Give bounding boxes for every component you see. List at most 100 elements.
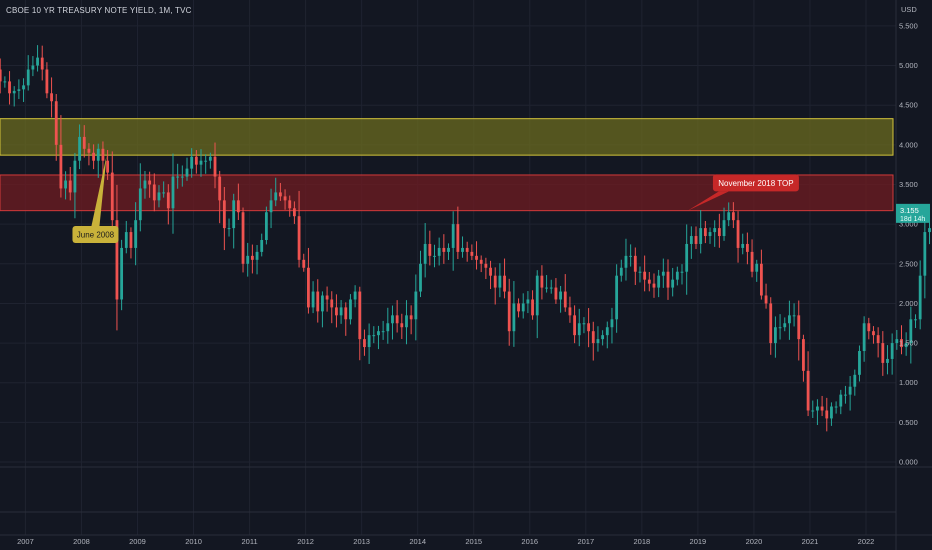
- june-2008-callout[interactable]: June 2008: [72, 155, 119, 243]
- candle: [428, 230, 432, 266]
- candle-body: [727, 212, 731, 221]
- candle: [629, 244, 633, 267]
- candle: [204, 154, 208, 174]
- candle-body: [811, 410, 815, 412]
- candle: [731, 202, 735, 229]
- candle: [180, 165, 184, 187]
- callout-box: [72, 225, 119, 243]
- candle: [419, 250, 422, 298]
- candle-body: [377, 331, 380, 336]
- candle: [293, 201, 296, 224]
- candle: [820, 395, 824, 417]
- candle-body: [722, 220, 726, 237]
- candle-body: [246, 255, 250, 264]
- candle: [764, 283, 768, 309]
- candle: [563, 274, 567, 312]
- x-tick-label: 2014: [409, 537, 426, 546]
- candle-body: [442, 247, 446, 252]
- candle: [330, 291, 334, 324]
- candle-body: [783, 323, 787, 328]
- candle-body: [428, 243, 432, 256]
- candle-body: [605, 327, 609, 336]
- x-tick-label: 2019: [690, 537, 707, 546]
- candle: [675, 266, 679, 286]
- y-tick-label: 0.500: [899, 418, 918, 427]
- candle-body: [858, 351, 861, 375]
- candle-body: [881, 343, 885, 363]
- candle: [568, 296, 572, 323]
- candle: [741, 233, 745, 255]
- candle: [619, 259, 623, 282]
- candle: [451, 211, 455, 271]
- candle: [190, 148, 194, 178]
- candle-body: [363, 339, 366, 348]
- candle-body: [302, 259, 306, 268]
- candle-body: [545, 287, 548, 289]
- candle-body: [633, 255, 637, 272]
- candle-body: [110, 172, 114, 221]
- candle-body: [400, 323, 404, 328]
- candle-body: [573, 315, 576, 336]
- candle-body: [844, 394, 847, 396]
- x-tick-label: 2007: [17, 537, 34, 546]
- candle-body: [587, 323, 591, 332]
- candle-body: [255, 251, 259, 260]
- candle-body: [680, 271, 684, 273]
- candle: [124, 220, 128, 254]
- candle-body: [208, 156, 212, 161]
- candle-body: [316, 291, 320, 312]
- yellow-zone[interactable]: [0, 118, 894, 156]
- candle: [400, 313, 404, 339]
- candle: [17, 79, 21, 100]
- candle-body: [788, 315, 791, 324]
- candle-body: [577, 323, 581, 336]
- candle-body: [461, 247, 464, 252]
- candle: [657, 269, 661, 298]
- candle: [297, 190, 301, 268]
- candle-body: [297, 216, 301, 260]
- candle: [363, 329, 366, 356]
- x-tick-label: 2011: [242, 537, 258, 546]
- candle-body: [755, 263, 759, 272]
- candle-body: [213, 156, 217, 177]
- candle: [811, 400, 815, 418]
- candle-body: [391, 315, 394, 324]
- candle-body: [540, 275, 544, 288]
- callout-text: June 2008: [77, 230, 115, 239]
- currency-label: USD: [901, 5, 917, 14]
- candle-body: [759, 263, 763, 296]
- candle: [162, 181, 166, 198]
- candle: [816, 399, 819, 425]
- candle: [689, 226, 693, 259]
- candle-body: [596, 339, 600, 344]
- candle: [87, 143, 91, 166]
- candle-body: [638, 271, 642, 273]
- candle: [241, 207, 245, 273]
- candle: [213, 142, 217, 189]
- candle-body: [330, 299, 334, 308]
- candle-body: [703, 228, 707, 237]
- candle-body: [890, 343, 894, 359]
- candle: [409, 305, 413, 335]
- candle: [666, 259, 670, 300]
- candle: [914, 314, 917, 328]
- y-tick-label: 3.500: [899, 180, 918, 189]
- candle-body: [381, 331, 385, 333]
- candle-body: [792, 315, 796, 317]
- candle-body: [923, 232, 927, 276]
- y-tick-label: 5.500: [899, 21, 918, 30]
- candle: [774, 316, 777, 358]
- candle-body: [619, 267, 623, 276]
- candle: [437, 237, 441, 266]
- november-2018-callout[interactable]: November 2018 TOP: [687, 174, 799, 211]
- candle: [22, 78, 25, 102]
- candle: [311, 281, 315, 314]
- candle: [727, 202, 731, 227]
- candle: [484, 257, 488, 280]
- candle-body: [750, 251, 754, 272]
- candle: [344, 302, 348, 336]
- candle-body: [498, 275, 502, 288]
- candle: [867, 317, 871, 340]
